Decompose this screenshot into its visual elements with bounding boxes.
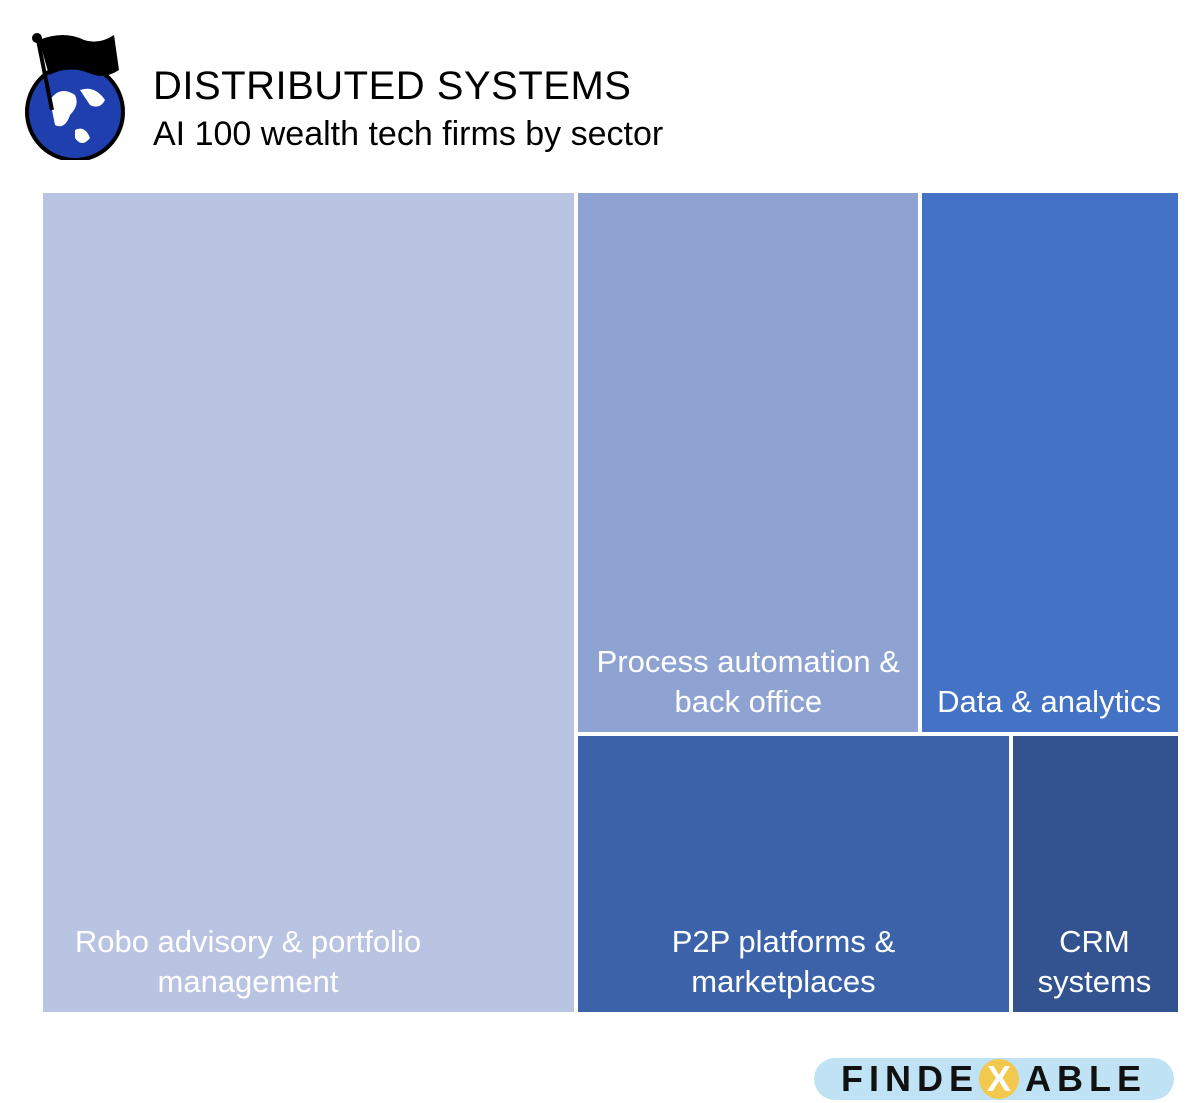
cell-label: Data & analytics [937,683,1162,719]
chart-subtitle: AI 100 wealth tech firms by sector [153,115,664,153]
brand-logo: FINDE X ABLE [814,1058,1174,1100]
chart-title: DISTRIBUTED SYSTEMS [153,64,632,108]
treemap: Robo advisory & portfolio management Proc… [43,193,1178,1012]
globe-flag-icon [25,33,125,160]
treemap-cell: Data & analytics [922,193,1178,732]
cell-label: Process automation & back office [596,643,900,719]
cell-label: Robo advisory & portfolio management [74,924,422,999]
cell-label: CRM systems [1037,923,1152,999]
treemap-cell: P2P platforms & marketplaces [578,735,1009,1012]
treemap-cell: CRM systems [1012,735,1178,1012]
logo-text: ABLE [1025,1058,1147,1099]
logo-text: FINDE [841,1058,979,1099]
treemap-cell: Process automation & back office [578,193,919,732]
logo-mark: X [979,1059,1019,1099]
cell-label: P2P platforms & marketplaces [671,923,896,999]
treemap-cell: Robo advisory & portfolio management [43,193,575,1012]
